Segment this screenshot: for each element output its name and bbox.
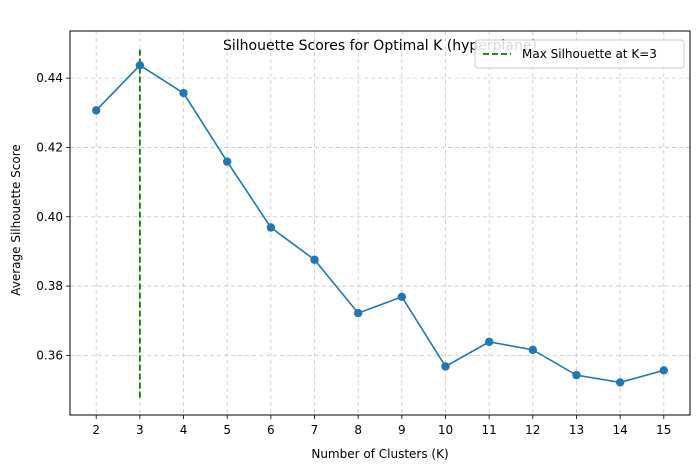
- x-tick-label: 10: [438, 423, 453, 437]
- x-axis-label: Number of Clusters (K): [311, 447, 448, 461]
- data-point: [659, 366, 669, 375]
- x-tick-label: 13: [569, 423, 584, 437]
- data-point: [222, 157, 232, 166]
- x-tick-label: 4: [180, 423, 188, 437]
- data-point: [441, 362, 450, 371]
- legend: Max Silhouette at K=3: [474, 39, 685, 69]
- data-point: [572, 370, 581, 380]
- data-point: [528, 345, 538, 355]
- x-axis-ticks: 2 3 4 5 6 7 8 9 10 11 12 13 14 15: [92, 415, 671, 437]
- legend-entry-max-silhouette: Max Silhouette at K=3: [522, 47, 657, 61]
- x-tick-label: 6: [267, 423, 275, 437]
- grid-lines: [70, 31, 690, 415]
- x-tick-label: 12: [525, 423, 540, 437]
- y-tick-label: 0.42: [36, 140, 63, 154]
- data-point: [310, 255, 319, 264]
- series-line: [95, 64, 665, 384]
- x-tick-label: 7: [311, 423, 319, 437]
- x-tick-label: 11: [482, 423, 497, 437]
- data-point: [179, 88, 188, 98]
- data-point: [91, 106, 101, 115]
- axes-frame: [69, 30, 691, 416]
- y-tick-label: 0.40: [36, 210, 63, 224]
- series-group: [91, 61, 669, 387]
- data-point: [266, 223, 276, 232]
- data-point: [397, 292, 407, 302]
- y-tick-label: 0.36: [36, 348, 63, 362]
- x-tick-label: 5: [223, 423, 231, 437]
- x-tick-label: 15: [656, 423, 671, 437]
- data-point: [135, 61, 145, 70]
- x-tick-label: 9: [398, 423, 406, 437]
- data-point: [615, 378, 625, 387]
- x-tick-label: 3: [136, 423, 144, 437]
- y-axis-ticks: 0.36 0.38 0.40 0.42 0.44: [36, 71, 70, 362]
- x-tick-label: 14: [613, 423, 628, 437]
- data-point: [484, 337, 494, 347]
- y-tick-label: 0.38: [36, 279, 63, 293]
- data-point: [353, 308, 363, 318]
- x-tick-label: 2: [92, 423, 100, 437]
- x-tick-label: 8: [354, 423, 362, 437]
- chart-title: Silhouette Scores for Optimal K (hyperpl…: [223, 38, 537, 54]
- y-axis-label: Average Silhouette Score: [9, 144, 23, 296]
- y-tick-label: 0.44: [36, 71, 63, 85]
- legend-box: [474, 39, 685, 69]
